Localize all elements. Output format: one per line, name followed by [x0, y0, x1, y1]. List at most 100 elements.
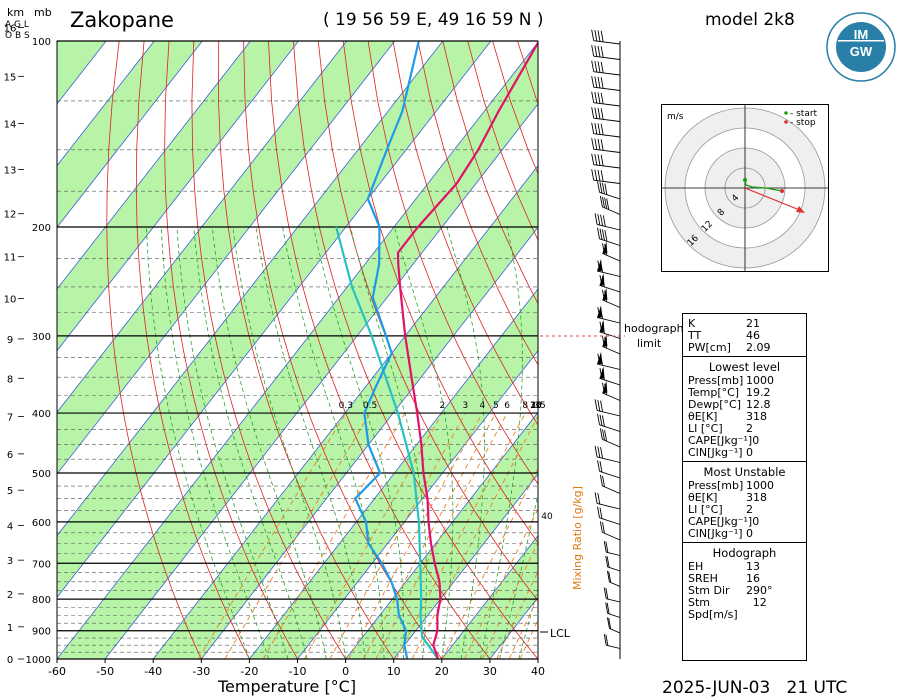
hodograph-limit-label: hodograph: [624, 322, 684, 335]
pressure-tick-label: 900: [32, 627, 51, 638]
wind-feather: [600, 77, 604, 89]
wind-feather: [599, 461, 603, 473]
mixing-ratio-axis-label: Mixing Ratio [g/kg]: [571, 486, 584, 590]
wind-feather: [599, 414, 603, 426]
most-unstable-title: Most Unstable: [703, 465, 786, 479]
hodograph-index-row: SREH 16: [683, 573, 806, 585]
wind-feather: [601, 368, 605, 381]
wind-feather: [602, 475, 605, 487]
wind-feather: [594, 445, 598, 457]
wind-barb: [606, 598, 621, 603]
wind-feather: [602, 289, 605, 301]
svg-text:GW: GW: [850, 44, 873, 59]
pressure-tick-label: 200: [32, 223, 51, 234]
hodograph-index-label: EH: [688, 560, 704, 573]
mixing-ratio-label: 30: [530, 401, 542, 411]
wind-feather: [604, 290, 608, 302]
wind-feather: [594, 492, 598, 504]
lowest-level-row: Temp[°C] 19.2: [683, 387, 806, 399]
wind-feather: [594, 91, 598, 104]
wind-barb: [596, 270, 621, 277]
footer-time: 21 UTC: [786, 678, 848, 698]
isotherm-line: [441, 535, 538, 659]
isotherm-line: [57, 41, 155, 167]
wind-feather: [605, 634, 609, 646]
wind-feather: [601, 182, 605, 195]
wind-barb: [593, 133, 621, 138]
lowest-level-label: CIN[Jkg⁻¹]: [688, 446, 743, 459]
wind-feather: [597, 30, 601, 42]
wind-feather: [597, 107, 601, 120]
wind-feather: [606, 602, 610, 615]
wind-feather: [594, 138, 598, 150]
wind-feather: [600, 447, 604, 459]
most-unstable-row: θE[K] 318: [683, 492, 806, 504]
wind-barb: [593, 117, 621, 122]
wind-feather: [599, 474, 603, 486]
wind-barb: [609, 628, 621, 634]
wind-barb: [596, 409, 621, 417]
wind-barb: [609, 581, 621, 587]
pressure-tick-label: 1000: [26, 655, 51, 666]
wind-feather: [604, 197, 608, 209]
hodograph-ring-label: 8: [716, 207, 727, 218]
most-unstable-value: 2: [746, 503, 753, 516]
wind-feather: [597, 154, 601, 166]
pressure-tick-label: 500: [32, 469, 51, 480]
x-axis-title: Temperature [°C]: [218, 677, 357, 696]
wind-feather: [594, 107, 598, 119]
wind-feather: [602, 336, 605, 348]
wind-feather: [597, 506, 600, 518]
isotherm-line: [249, 288, 538, 659]
isotherm-line: [57, 41, 396, 475]
wind-barb: [602, 299, 621, 308]
wind-barb: [607, 613, 621, 618]
wind-barb: [593, 55, 621, 60]
mixing-ratio-label: 10: [530, 401, 542, 411]
sounding-profiles: [335, 41, 538, 659]
wind-barb: [596, 223, 621, 231]
most-unstable-label: CIN[Jkg⁻¹]: [688, 527, 743, 540]
wind-barb: [593, 102, 621, 107]
mixing-ratio-label: 25: [530, 401, 541, 411]
isotherm-line: [57, 41, 492, 598]
most-unstable-value: 1000: [746, 479, 774, 492]
station-name: Zakopane: [70, 8, 174, 32]
x-tick-label: 10: [387, 665, 401, 678]
wind-feather: [608, 617, 612, 630]
wind-feather: [594, 213, 598, 225]
wind-feather: [597, 169, 601, 182]
most-unstable-row: CAPE[Jkg⁻¹] 0: [683, 516, 806, 528]
most-unstable-label: LI [°C]: [688, 503, 723, 516]
wind-barb: [602, 531, 621, 541]
pressure-tick-label: 300: [32, 332, 51, 343]
lowest-level-label: Temp[°C]: [688, 386, 740, 399]
agl-axis-label: A G L: [5, 20, 29, 30]
most-unstable-label: Press[mb]: [688, 479, 744, 492]
km-tick-label: 13: [4, 165, 17, 176]
summary-row: K 21: [683, 318, 806, 330]
isotherm-line: [200, 226, 538, 659]
wind-feather: [599, 182, 603, 194]
imgw-logo: IM GW: [826, 12, 896, 82]
lowest-level-value: 12.8: [746, 398, 771, 411]
wind-feather: [597, 399, 601, 412]
summary-label: TT: [688, 329, 702, 342]
wind-barb: [596, 456, 621, 463]
isotherm-line: [152, 165, 538, 659]
summary-value: 46: [746, 329, 760, 342]
lowest-level-row: θE[K] 318: [683, 411, 806, 423]
wind-feather: [597, 123, 601, 135]
wind-barb: [593, 179, 621, 184]
pressure-tick-label: 800: [32, 595, 51, 606]
x-tick-label: 20: [435, 665, 449, 678]
lowest-level-value: 19.2: [746, 386, 771, 399]
km-tick-label: 1: [7, 623, 13, 634]
summary-value: 21: [746, 317, 760, 330]
dewpoint-profile: [353, 41, 420, 659]
x-tick-label: -30: [192, 665, 210, 678]
hodograph-index-value: 290°: [746, 584, 773, 597]
station-coordinates: ( 19 56 59 E, 49 16 59 N ): [323, 10, 544, 30]
